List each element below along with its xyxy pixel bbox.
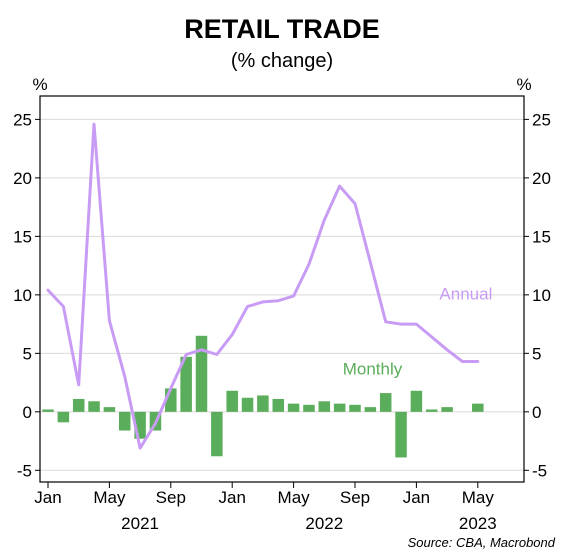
y-tick-label: 20 [532, 169, 551, 188]
monthly-bar [195, 335, 208, 412]
monthly-bar [395, 411, 407, 458]
monthly-bar [379, 393, 392, 412]
monthly-bar [426, 409, 438, 412]
y-tick-label: 0 [532, 403, 541, 422]
monthly-bar [257, 395, 269, 412]
left-y-axis: 25 20 15 10 5 0 -5 [13, 110, 40, 480]
monthly-bar [241, 397, 254, 412]
monthly-bar [272, 398, 284, 412]
y-tick-label: 25 [13, 110, 32, 129]
monthly-bar [42, 409, 54, 412]
series-label-monthly: Monthly [343, 359, 403, 378]
x-tick-label: Jan [403, 488, 430, 507]
monthly-bar [333, 403, 346, 412]
monthly-bar [226, 390, 238, 412]
y-tick-label: -5 [532, 461, 547, 480]
plot-frame [39, 95, 525, 483]
monthly-bar [472, 403, 484, 412]
monthly-bar [57, 411, 70, 423]
y-tick-label: 5 [532, 344, 541, 363]
monthly-bar [441, 407, 453, 412]
x-tick-label: May [278, 488, 311, 507]
monthly-bar [103, 407, 116, 412]
x-tick-label: Jan [34, 488, 61, 507]
right-y-axis: 25 20 15 10 5 0 -5 [524, 110, 551, 480]
x-tick-label: Jan [218, 488, 245, 507]
y-tick-label: 0 [23, 403, 32, 422]
right-axis-unit: % [516, 75, 531, 94]
y-tick-label: 10 [532, 286, 551, 305]
annual-line [46, 122, 480, 450]
monthly-bar [318, 401, 331, 412]
y-tick-label: -5 [17, 461, 32, 480]
series-labels: Monthly Annual [343, 285, 493, 379]
x-tick-label: Sep [156, 488, 186, 507]
chart-title: RETAIL TRADE [184, 14, 380, 44]
monthly-bar [134, 411, 146, 439]
monthly-bar [287, 403, 300, 412]
x-tick-label: Sep [340, 488, 370, 507]
monthly-bar [88, 401, 100, 412]
monthly-bars [42, 335, 484, 458]
x-tick-label: May [93, 488, 126, 507]
y-tick-label: 15 [13, 227, 32, 246]
monthly-bar [364, 407, 377, 412]
y-tick-label: 10 [13, 286, 32, 305]
x-tick-label: May [462, 488, 495, 507]
x-year-label: 2022 [305, 514, 343, 533]
source-note: Source: CBA, Macrobond [408, 535, 556, 550]
x-year-label: 2021 [121, 514, 159, 533]
chart-subtitle: (% change) [231, 50, 333, 72]
monthly-bar [410, 390, 423, 412]
y-tick-label: 5 [23, 344, 32, 363]
monthly-bar [72, 398, 85, 412]
left-axis-unit: % [32, 75, 47, 94]
x-axis: Jan May Sep Jan May Sep Jan May 2021 2022 2023 [34, 482, 497, 533]
x-year-label: 2023 [459, 514, 497, 533]
y-tick-label: 15 [532, 227, 551, 246]
monthly-bar [211, 411, 223, 457]
y-tick-label: 25 [532, 110, 551, 129]
monthly-bar [303, 404, 315, 412]
series-label-annual: Annual [439, 285, 492, 304]
monthly-bar [349, 404, 361, 412]
annual-line-group [46, 122, 480, 450]
monthly-bar [180, 356, 192, 412]
monthly-bar [165, 388, 177, 412]
y-tick-label: 20 [13, 169, 32, 188]
monthly-bar [119, 411, 131, 431]
